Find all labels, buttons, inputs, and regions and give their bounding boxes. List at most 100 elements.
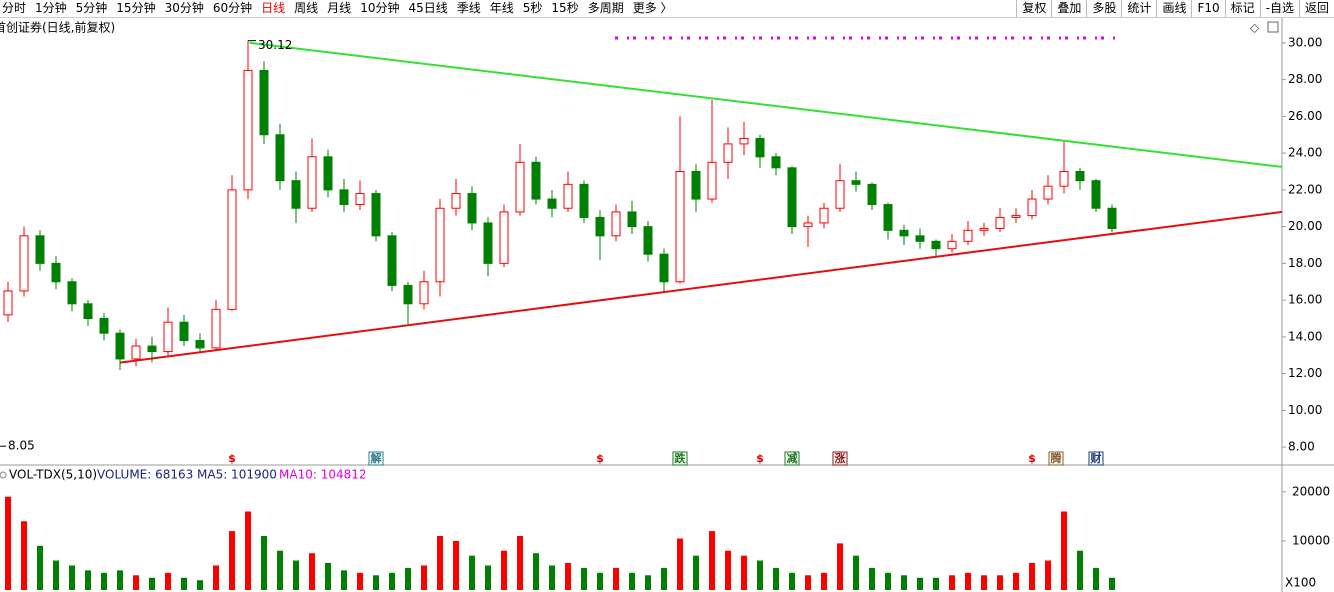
candle-body	[675, 170, 685, 283]
event-marker: 财	[1090, 451, 1102, 465]
volume-bar	[661, 567, 667, 590]
event-marker: 跌	[675, 451, 687, 465]
candle-body	[803, 222, 813, 228]
event-marker: 解	[371, 451, 382, 465]
period-tab[interactable]: 15秒	[551, 1, 579, 15]
candle-body	[147, 345, 157, 353]
volume-bar	[213, 565, 219, 590]
volume-bar	[277, 550, 283, 590]
tool-button[interactable]: 复权	[1016, 0, 1051, 17]
period-tab[interactable]: 更多 〉	[632, 1, 673, 15]
volume-bar	[533, 553, 539, 590]
tool-button[interactable]: 统计	[1121, 0, 1156, 17]
volume-bar	[885, 572, 891, 590]
period-tab[interactable]: 1分钟	[35, 1, 67, 15]
candle-body	[339, 189, 349, 206]
candle-body	[1107, 207, 1117, 229]
volume-bar	[789, 572, 795, 590]
volume-bar	[149, 577, 155, 590]
y-tick-label: 10000	[1292, 533, 1330, 547]
y-tick-label: 18.00	[1288, 256, 1322, 270]
volume-bar	[85, 570, 91, 590]
icon[interactable]	[1267, 21, 1279, 33]
period-tab[interactable]: 日线	[261, 1, 286, 15]
tool-button[interactable]: 标记	[1224, 0, 1260, 17]
icon[interactable]	[0, 471, 7, 479]
candle-body	[291, 180, 301, 209]
y-tick-label: 22.00	[1288, 182, 1322, 196]
candle-body	[419, 281, 429, 305]
volume-bar	[917, 577, 923, 590]
period-tab[interactable]: 季线	[456, 1, 481, 15]
candle-body	[259, 69, 269, 136]
toolbar: 分时 1分钟 5分钟 15分钟 30分钟 60分钟 日线 周线 月线 10分钟 45日线 季线 年线 5秒…	[0, 0, 1334, 18]
volume-bar	[869, 567, 875, 590]
candle-body	[355, 193, 365, 206]
volume-bar	[245, 511, 251, 590]
candle-body	[867, 183, 877, 206]
candle-body	[179, 321, 189, 342]
volume-bar	[357, 572, 363, 590]
candle-body	[19, 235, 29, 292]
candle-body	[627, 211, 637, 228]
volume-bar	[133, 575, 139, 590]
tool-button[interactable]: F10	[1191, 0, 1224, 17]
volume-bar	[469, 555, 475, 590]
period-tab[interactable]: 月线	[327, 1, 352, 15]
volume-bar	[325, 563, 331, 590]
indicator-name: VOL-TDX(5,10)	[9, 468, 97, 482]
candle-body	[51, 262, 61, 283]
volume-bar	[53, 560, 59, 590]
candle-body	[3, 290, 13, 316]
tool-button[interactable]: 多股	[1086, 0, 1121, 17]
period-tab[interactable]: 60分钟	[212, 1, 253, 15]
tool-button[interactable]: 叠加	[1051, 0, 1086, 17]
candle-body	[787, 167, 797, 228]
period-tab[interactable]: 10分钟	[360, 1, 400, 15]
tool-button[interactable]: 画线	[1156, 0, 1191, 17]
period-tab[interactable]: 45日线	[408, 1, 448, 15]
period-tab[interactable]: 5分钟	[75, 1, 108, 15]
candle-body	[755, 137, 765, 158]
candle-body	[467, 193, 477, 224]
volume-bar	[709, 531, 715, 590]
volume-bar	[581, 567, 587, 590]
period-tab[interactable]: 年线	[489, 1, 514, 15]
candle-body	[483, 222, 493, 264]
candle-body	[995, 216, 1005, 229]
candle-body	[819, 207, 829, 224]
candle-body	[1075, 170, 1085, 182]
tool-button[interactable]: 返回	[1298, 0, 1334, 17]
candle-body	[67, 281, 77, 305]
volume-bar	[965, 572, 971, 590]
candle-body	[691, 170, 701, 200]
period-tab[interactable]: 15分钟	[116, 1, 156, 15]
volume-bar	[1093, 567, 1099, 590]
candle-body	[899, 229, 909, 237]
volume-bar	[981, 575, 987, 590]
candle-body	[1011, 215, 1021, 218]
candle-body	[579, 183, 589, 218]
event-box	[672, 451, 688, 466]
event-marker: $	[1028, 452, 1036, 465]
candle-body	[163, 321, 173, 353]
volume-bar	[853, 555, 859, 590]
period-tab[interactable]: 5秒	[522, 1, 543, 15]
candle-body	[99, 318, 109, 334]
volume-bar	[165, 572, 171, 590]
volume-bar	[613, 567, 619, 590]
tool-button[interactable]: -自选	[1259, 0, 1299, 17]
y-tick-label: 8.00	[1288, 440, 1315, 454]
volume-bar	[725, 550, 731, 590]
volume-bar	[421, 565, 427, 590]
event-marker: 腾	[1051, 451, 1063, 465]
candle-body	[275, 134, 285, 182]
candle-body	[963, 229, 973, 242]
period-tab[interactable]: 多周期	[587, 1, 624, 15]
trend-line	[249, 41, 1283, 168]
icon[interactable]: ◇	[1250, 21, 1260, 35]
period-tab[interactable]: 分时	[2, 1, 27, 15]
period-tab[interactable]: 周线	[294, 1, 319, 15]
period-tab[interactable]: 30分钟	[164, 1, 204, 15]
